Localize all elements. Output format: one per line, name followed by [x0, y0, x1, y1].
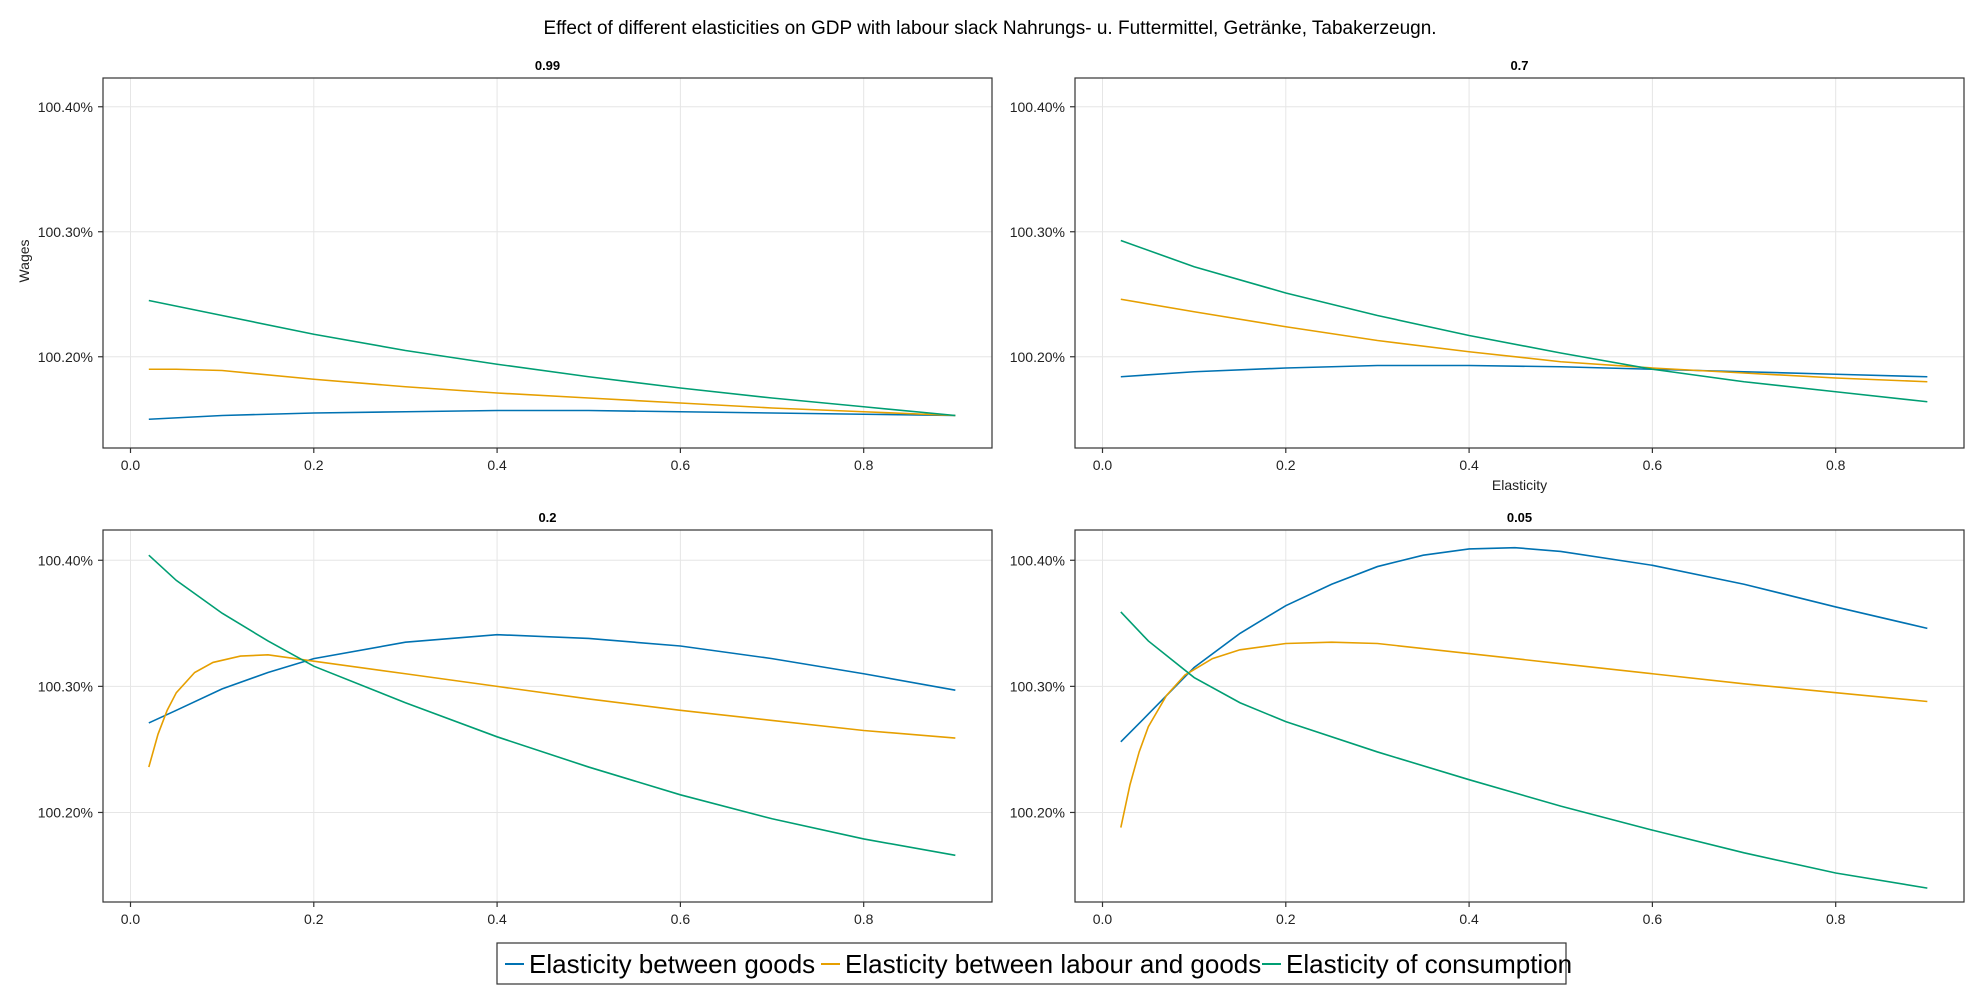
- y-tick-label: 100.30%: [38, 224, 93, 240]
- y-tick-label: 100.40%: [1010, 552, 1065, 568]
- plot-frame: [102, 77, 993, 449]
- y-axis-label: Wages: [16, 239, 32, 282]
- x-tick-label: 0.4: [1459, 457, 1479, 473]
- x-tick-label: 0.4: [1459, 911, 1479, 927]
- subplot-title: 0.05: [1507, 510, 1532, 525]
- x-tick-label: 0.0: [121, 911, 141, 927]
- x-axis-label: Elasticity: [1492, 477, 1547, 493]
- legend: Elasticity between goods Elasticity betw…: [496, 942, 1572, 985]
- subplot-title: 0.7: [1510, 58, 1528, 73]
- subplot-title: 0.2: [538, 510, 556, 525]
- plot-frame: [102, 529, 993, 903]
- y-tick-label: 100.20%: [38, 804, 93, 820]
- x-tick-label: 0.8: [854, 457, 874, 473]
- series-line-labour-goods: [148, 368, 956, 417]
- y-tick-label: 100.20%: [38, 349, 93, 365]
- series-line-labour-goods: [148, 654, 956, 768]
- x-tick-label: 0.0: [121, 457, 141, 473]
- legend-label-consumption: Elasticity of consumption: [1286, 949, 1572, 979]
- series-line-goods: [148, 409, 956, 421]
- x-tick-label: 0.0: [1093, 911, 1113, 927]
- x-tick-label: 0.6: [671, 911, 691, 927]
- y-tick-label: 100.30%: [38, 678, 93, 694]
- y-tick-label: 100.30%: [1010, 224, 1065, 240]
- series-line-labour-goods: [1120, 641, 1928, 828]
- x-tick-label: 0.6: [671, 457, 691, 473]
- legend-label-labour-goods: Elasticity between labour and goods: [845, 949, 1261, 979]
- plot-frame: [1074, 529, 1965, 903]
- y-tick-label: 100.20%: [1010, 349, 1065, 365]
- y-tick-label: 100.40%: [1010, 99, 1065, 115]
- subplot-0.05: 0.0 0.2 0.4 0.6 0.8 100.20% 100.30% 100.40% 0.05: [1010, 510, 1965, 927]
- x-tick-label: 0.4: [487, 911, 507, 927]
- series-line-goods: [1120, 546, 1928, 743]
- series-line-consumption: [148, 554, 956, 857]
- subplot-0.2: 0.0 0.2 0.4 0.6 0.8 100.20% 100.30% 100.40% 0.2: [38, 510, 993, 927]
- x-tick-label: 0.2: [1276, 457, 1296, 473]
- series-line-consumption: [1120, 611, 1928, 889]
- subplot-0.99: 0.0 0.2 0.4 0.6 0.8 100.20% 100.30% 100.40% 0.99…: [16, 58, 993, 473]
- legend-label-goods: Elasticity between goods: [529, 949, 815, 979]
- x-tick-label: 0.2: [304, 457, 324, 473]
- subplot-title: 0.99: [535, 58, 560, 73]
- x-tick-label: 0.6: [1643, 911, 1663, 927]
- x-tick-label: 0.8: [854, 911, 874, 927]
- series-line-labour-goods: [1120, 298, 1928, 383]
- series-line-goods: [1120, 364, 1928, 378]
- legend-box: [496, 942, 1567, 985]
- plot-frame: [1074, 77, 1965, 449]
- x-tick-label: 0.8: [1826, 457, 1846, 473]
- y-tick-label: 100.40%: [38, 552, 93, 568]
- series-line-consumption: [1120, 239, 1928, 403]
- series-line-goods: [148, 633, 956, 724]
- y-tick-label: 100.30%: [1010, 678, 1065, 694]
- figure-title: Effect of different elasticities on GDP …: [543, 18, 1436, 39]
- x-tick-label: 0.0: [1093, 457, 1113, 473]
- x-tick-label: 0.2: [304, 911, 324, 927]
- y-tick-label: 100.20%: [1010, 804, 1065, 820]
- subplot-0.7: 0.0 0.2 0.4 0.6 0.8 100.20% 100.30% 100.40% 0.7 E…: [1010, 58, 1965, 493]
- x-tick-label: 0.8: [1826, 911, 1846, 927]
- x-tick-label: 0.6: [1643, 457, 1663, 473]
- y-tick-label: 100.40%: [38, 99, 93, 115]
- series-line-consumption: [148, 299, 956, 417]
- x-tick-label: 0.4: [487, 457, 507, 473]
- x-tick-label: 0.2: [1276, 911, 1296, 927]
